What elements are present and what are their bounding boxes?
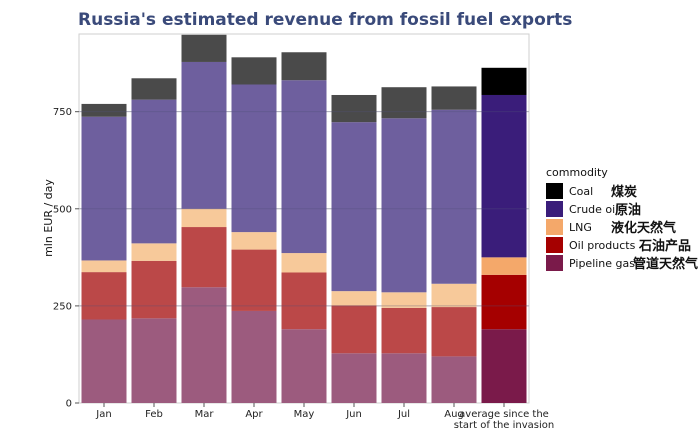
x-tick-label: Apr (245, 409, 263, 420)
bar-oil-products-5 (331, 305, 377, 354)
legend-label-cn-coal: 煤炭 (611, 184, 637, 200)
bar-coal-3 (231, 57, 277, 85)
legend-swatch-crude-oil (546, 201, 563, 217)
y-tick-label: 0 (66, 399, 72, 410)
bar-crude-oil-6 (381, 118, 427, 293)
bar-pipeline-gas-1 (131, 318, 177, 403)
bar-lng-6 (381, 292, 427, 308)
bar-coal-0 (81, 103, 127, 117)
bar-coal-2 (181, 34, 227, 62)
bar-lng-5 (331, 291, 377, 306)
y-tick-label: 500 (53, 204, 72, 215)
bar-oil-products-7 (431, 307, 477, 357)
bar-lng-4 (281, 253, 327, 273)
legend-label-lng: LNG (569, 221, 592, 234)
bar-pipeline-gas-3 (231, 310, 277, 403)
bar-coal-4 (281, 52, 327, 81)
y-tick-label: 750 (53, 107, 72, 118)
bar-coal-5 (331, 94, 377, 123)
x-tick-label: Mar (195, 409, 215, 420)
y-tick-labels: 0 250 500 750 (53, 107, 79, 410)
bar-pipeline-gas-0 (81, 319, 127, 403)
bar-pipeline-gas-6 (381, 353, 427, 403)
x-tick-label: Jul (397, 409, 410, 420)
bar-coal-7 (431, 86, 477, 110)
bar-oil-products-8 (481, 274, 527, 330)
bar-coal-8 (481, 67, 527, 95)
bar-lng-2 (181, 208, 227, 228)
x-tick-label: average since the start of the invasion (454, 409, 554, 431)
bar-lng-8 (481, 257, 527, 275)
legend-label-cn-crude-oil: 原油 (615, 202, 641, 218)
bar-pipeline-gas-5 (331, 353, 377, 403)
bar-pipeline-gas-2 (181, 287, 227, 403)
legend-swatch-coal (546, 183, 563, 199)
bar-oil-products-3 (231, 249, 277, 311)
bar-oil-products-2 (181, 227, 227, 288)
bar-coal-1 (131, 78, 177, 100)
x-tick-label: May (294, 409, 315, 420)
legend-label-cn-oil-products: 石油产品 (638, 238, 691, 254)
bar-crude-oil-8 (481, 94, 527, 258)
bar-lng-7 (431, 283, 477, 308)
y-tick-label: 250 (53, 301, 72, 312)
x-tick-label: Jan (95, 409, 111, 420)
y-axis-title: mln EUR / day (42, 179, 55, 257)
bar-crude-oil-7 (431, 109, 477, 284)
x-tick-label: Feb (145, 409, 163, 420)
chart-title: Russia's estimated revenue from fossil f… (78, 10, 572, 30)
legend-swatch-lng (546, 219, 563, 235)
legend-title: commodity (546, 166, 608, 179)
x-tick-label: Aug (444, 409, 464, 420)
bar-oil-products-6 (381, 307, 427, 354)
bar-oil-products-4 (281, 272, 327, 330)
x-tick-label: Jun (345, 409, 362, 420)
legend-label-crude-oil: Crude oil (569, 203, 618, 216)
bar-lng-0 (81, 260, 127, 273)
legend-label-cn-pipeline-gas: 管道天然气 (633, 256, 698, 272)
bar-coal-6 (381, 87, 427, 119)
legend-label-coal: Coal (569, 185, 593, 198)
bars (79, 34, 529, 403)
legend-swatch-pipeline-gas (546, 255, 563, 271)
bar-crude-oil-2 (181, 61, 227, 209)
legend-swatch-oil-products (546, 237, 563, 253)
bar-lng-1 (131, 243, 177, 261)
bar-crude-oil-4 (281, 80, 327, 254)
bar-crude-oil-0 (81, 116, 127, 261)
legend-label-oil-products: Oil products (569, 239, 636, 252)
bar-crude-oil-3 (231, 84, 277, 233)
bar-oil-products-0 (81, 272, 127, 320)
bar-pipeline-gas-8 (481, 329, 527, 403)
bar-pipeline-gas-4 (281, 329, 327, 403)
bar-lng-3 (231, 232, 277, 250)
legend-label-cn-lng: 液化天然气 (611, 220, 676, 236)
bar-oil-products-1 (131, 260, 177, 319)
bar-crude-oil-1 (131, 99, 177, 244)
bar-pipeline-gas-7 (431, 356, 477, 403)
legend-label-pipeline-gas: Pipeline gas (569, 257, 635, 270)
bar-crude-oil-5 (331, 122, 377, 292)
